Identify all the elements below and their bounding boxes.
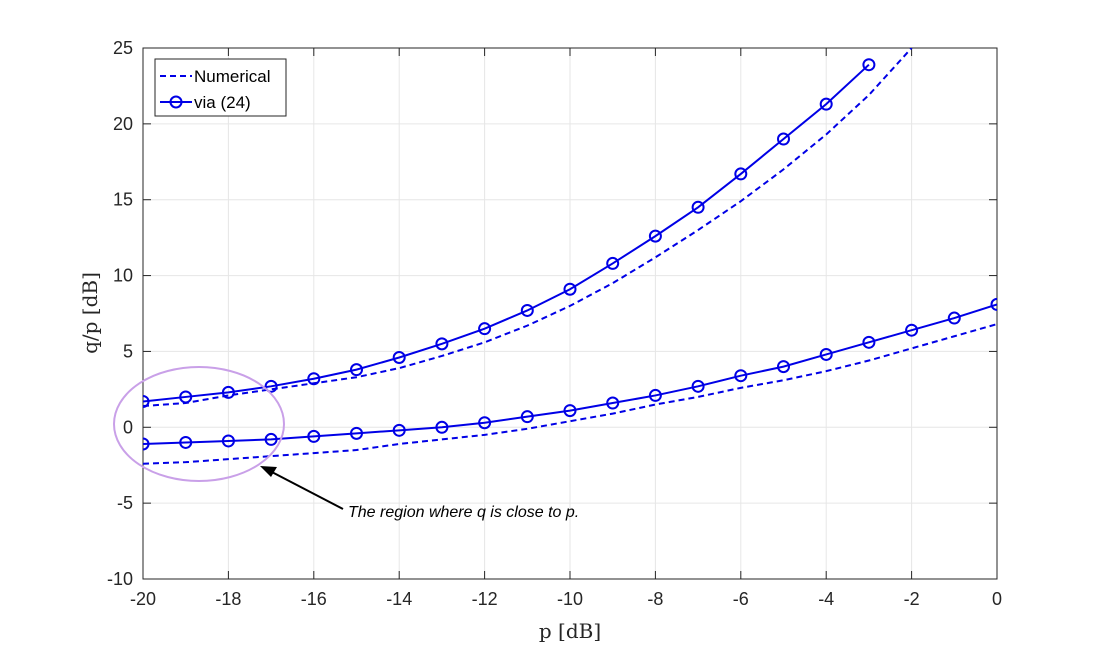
via24-data-point	[179, 435, 193, 449]
via24-data-point	[691, 379, 705, 393]
via24-data-point	[606, 396, 620, 410]
y-tick-label: 10	[113, 266, 133, 286]
annotation-layer: The region where q is close to p.	[113, 366, 579, 521]
via24-data-point	[563, 282, 577, 296]
via24-data-point	[777, 360, 790, 374]
via24-data-point	[520, 410, 534, 424]
via24-data-point	[606, 256, 620, 270]
via24-data-point	[264, 379, 278, 393]
via24-data-point	[862, 335, 876, 349]
y-tick-label: -10	[107, 569, 133, 589]
x-tick-label: -20	[130, 589, 156, 609]
via24-data-point	[392, 423, 406, 437]
via24-data-point	[179, 390, 193, 404]
via24-data-point	[819, 347, 833, 361]
via24-data-point	[435, 337, 449, 351]
x-axis-label: p [dB]	[539, 619, 601, 643]
via24-data-point	[221, 385, 235, 399]
x-tick-label: -4	[818, 589, 834, 609]
via24-data-point	[777, 132, 790, 146]
x-tick-label: -16	[301, 589, 327, 609]
x-tick-label: -14	[386, 589, 412, 609]
via24-data-point	[734, 369, 748, 383]
legend-via24-label: via (24)	[194, 93, 251, 112]
via24-data-point	[990, 297, 997, 311]
annotation-text: The region where q is close to p.	[348, 504, 579, 521]
via24-data-point	[819, 97, 833, 111]
via24-data-point	[734, 167, 748, 181]
via24-data-point	[307, 429, 321, 443]
y-axis-label: q/p [dB]	[78, 272, 102, 354]
x-tick-label: -6	[733, 589, 749, 609]
via24-data-point	[143, 394, 150, 408]
via24-data-point	[350, 426, 363, 440]
legend-via24-marker-icon	[169, 95, 183, 109]
x-tick-label: -18	[215, 589, 241, 609]
y-tick-label: 15	[113, 190, 133, 210]
y-tick-label: 25	[113, 38, 133, 58]
via24-data-point	[862, 58, 876, 72]
via24-data-point	[478, 322, 492, 336]
via24-data-point	[307, 372, 321, 386]
x-tick-label: 0	[992, 589, 1002, 609]
y-tick-label: 20	[113, 114, 133, 134]
via24-series-line	[143, 303, 997, 445]
axis-labels: p [dB] q/p [dB]	[78, 272, 601, 643]
legend-numerical-label: Numerical	[194, 67, 271, 86]
y-tick-label: 0	[123, 417, 133, 437]
x-tick-label: -12	[472, 589, 498, 609]
annotation-arrow-shaft	[267, 469, 344, 510]
via24-data-point	[392, 350, 406, 364]
y-tick-label: -5	[117, 493, 133, 513]
via24-data-point	[648, 229, 662, 243]
legend: Numerical via (24)	[154, 58, 287, 117]
via24-data-point	[691, 200, 705, 214]
y-tick-label: 5	[123, 341, 133, 361]
via24-data-point	[350, 363, 363, 377]
x-tick-label: -8	[647, 589, 663, 609]
numerical-series-line	[143, 48, 913, 408]
via24-data-point	[478, 416, 492, 430]
x-tick-label: -2	[904, 589, 920, 609]
via24-data-point	[143, 437, 150, 451]
via24-data-point	[264, 432, 278, 446]
via24-data-point	[648, 388, 662, 402]
via24-data-point	[947, 311, 961, 325]
x-tick-label: -10	[557, 589, 583, 609]
annotation-arrow-head	[260, 466, 277, 477]
via24-data-point	[221, 434, 235, 448]
via24-data-point	[435, 420, 449, 434]
region-ellipse	[113, 366, 285, 482]
via24-data-point	[563, 404, 577, 418]
numerical-series-line	[143, 323, 997, 465]
via24-data-point	[520, 303, 534, 317]
axis-ticks: -20 -18 -16 -14 -12 -10 -8 -6 -4 -2 0-10-505101520…	[107, 38, 1002, 609]
via24-data-point	[905, 323, 919, 337]
